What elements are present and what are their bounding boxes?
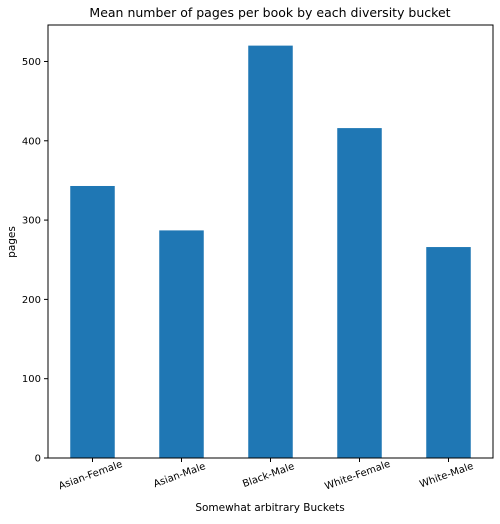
x-axis-label: Somewhat arbitrary Buckets <box>195 502 344 514</box>
y-tick-label: 100 <box>22 374 41 385</box>
bar-asian-male <box>159 230 204 458</box>
y-axis-label: pages <box>6 226 18 258</box>
x-axis: Asian-Female Asian-Male Black-Male White-Fe… <box>57 458 475 493</box>
x-tick-label: White-Female <box>323 459 391 493</box>
bar-asian-female <box>70 185 115 458</box>
x-tick-label: Asian-Female <box>57 459 124 492</box>
bars-group <box>70 45 471 458</box>
x-tick-label: Black-Male <box>241 461 296 490</box>
y-tick-label: 500 <box>22 57 41 68</box>
y-tick-label: 200 <box>22 295 41 306</box>
y-tick-label: 300 <box>22 216 41 227</box>
x-tick-label: Asian-Male <box>152 461 207 490</box>
bar-white-female <box>337 128 382 458</box>
chart-title: Mean number of pages per book by each di… <box>89 5 450 20</box>
bar-black-male <box>248 45 293 458</box>
bar-white-male <box>426 247 471 458</box>
y-axis: 0 100 200 300 400 500 <box>22 57 48 465</box>
plot-frame <box>47 24 494 459</box>
y-tick-label: 0 <box>35 454 41 465</box>
x-tick-label: White-Male <box>418 461 475 491</box>
y-tick-label: 400 <box>22 136 41 147</box>
